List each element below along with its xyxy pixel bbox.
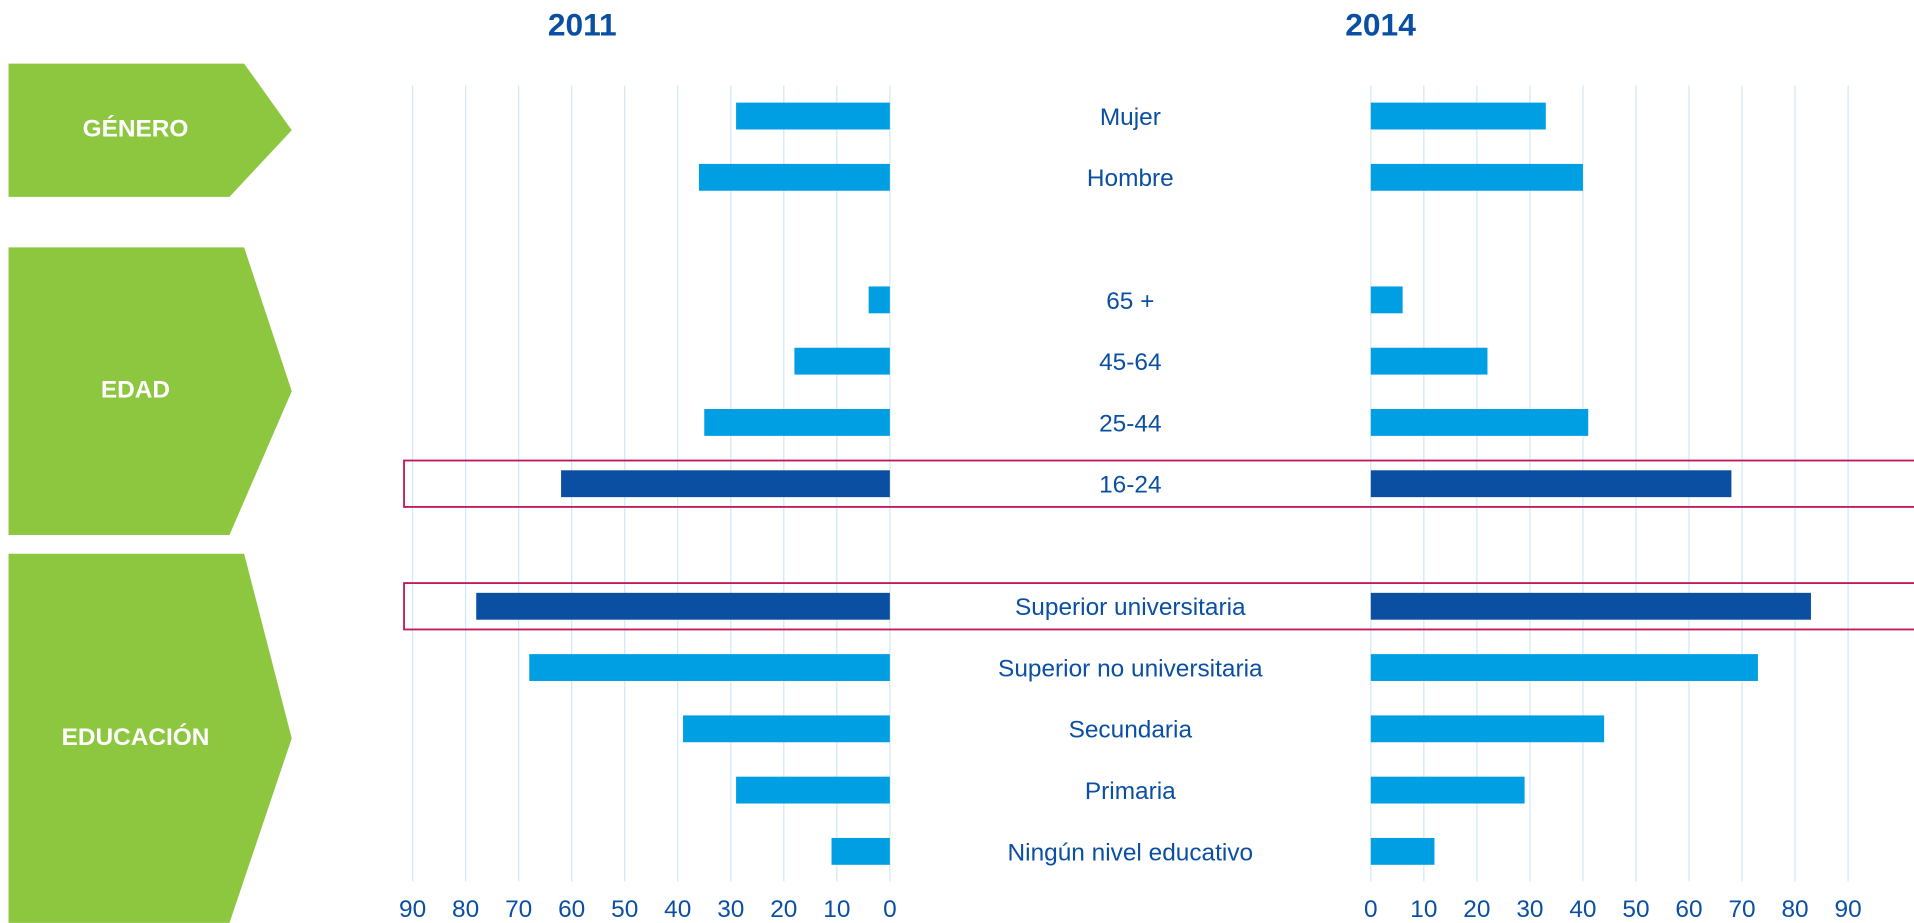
bar (736, 102, 890, 130)
bar (794, 347, 890, 375)
group-label: EDAD (101, 377, 170, 404)
bar (1370, 776, 1525, 804)
x-tick-label: 70 (1728, 896, 1755, 923)
category-label: Secundaria (1069, 717, 1193, 744)
category-label: 65 + (1106, 288, 1154, 315)
x-tick-label: 10 (1410, 896, 1437, 923)
bar (1370, 286, 1403, 314)
x-tick-label: 20 (770, 896, 797, 923)
category-label: Ningún nivel educativo (1008, 839, 1254, 866)
bar (1370, 470, 1732, 498)
bar (476, 592, 890, 620)
category-label: 25-44 (1099, 410, 1161, 437)
x-tick-label: 20 (1463, 896, 1490, 923)
group-arrow (8, 553, 292, 923)
bar (1370, 837, 1435, 865)
x-tick-label: 0 (883, 896, 897, 923)
category-label: Superior no universitaria (998, 655, 1263, 682)
group-arrow (8, 63, 292, 197)
bar (1370, 592, 1811, 620)
bar (704, 409, 890, 436)
category-label: 16-24 (1099, 472, 1161, 499)
x-tick-label: 0 (1364, 896, 1378, 923)
x-tick-label: 90 (399, 896, 426, 923)
group-label: GÉNERO (83, 115, 189, 143)
bar (1370, 715, 1605, 743)
category-label: Hombre (1087, 165, 1174, 192)
bar (1370, 654, 1758, 681)
x-tick-label: 90 (1835, 896, 1862, 923)
highlight-box (403, 459, 1914, 508)
bar (1370, 102, 1546, 130)
group-arrow (8, 247, 292, 535)
x-tick-label: 60 (1675, 896, 1702, 923)
x-tick-label: 30 (717, 896, 744, 923)
x-tick-label: 80 (1781, 896, 1808, 923)
bar (529, 654, 890, 681)
bar (736, 776, 890, 804)
category-label: 45-64 (1099, 349, 1161, 376)
x-tick-label: 30 (1516, 896, 1543, 923)
x-tick-label: 70 (505, 896, 532, 923)
x-tick-label: 80 (452, 896, 479, 923)
x-tick-label: 50 (611, 896, 638, 923)
bar (1370, 409, 1589, 436)
group-label: EDUCACIÓN (62, 723, 210, 751)
category-label: Primaria (1085, 778, 1176, 805)
x-tick-label: 10 (823, 896, 850, 923)
x-tick-label: 50 (1622, 896, 1649, 923)
category-label: Mujer (1100, 104, 1161, 131)
x-tick-label: 60 (558, 896, 585, 923)
series-title: 2014 (1345, 6, 1416, 42)
bar (831, 837, 890, 865)
bar (868, 286, 890, 314)
bar (698, 163, 890, 191)
bar (683, 715, 890, 743)
category-label: Superior universitaria (1015, 594, 1246, 621)
x-tick-label: 40 (664, 896, 691, 923)
bar (561, 470, 890, 498)
series-title: 2011 (548, 6, 617, 42)
bar (1370, 163, 1583, 191)
bar (1370, 347, 1488, 375)
x-tick-label: 40 (1569, 896, 1596, 923)
highlight-box (403, 582, 1914, 631)
